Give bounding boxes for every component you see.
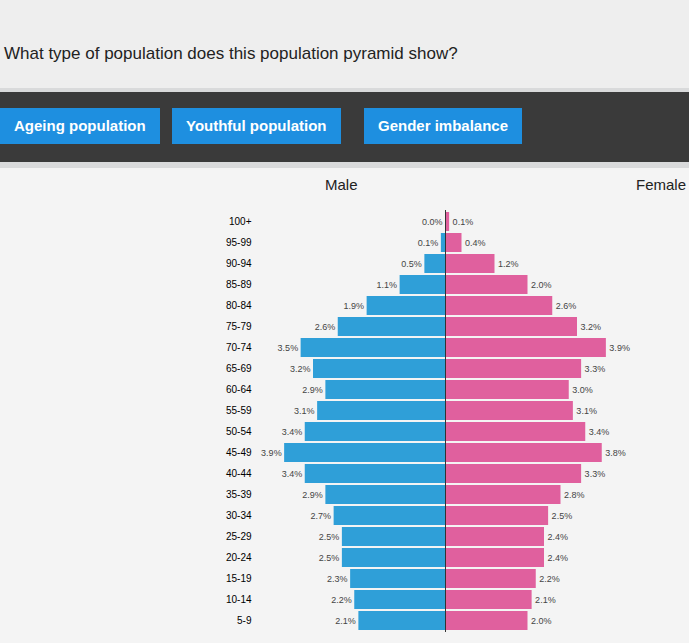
svg-text:3.9%: 3.9% (261, 448, 282, 458)
svg-text:2.2%: 2.2% (539, 574, 560, 584)
svg-text:35-39: 35-39 (226, 489, 252, 500)
svg-text:75-79: 75-79 (226, 321, 252, 332)
svg-text:0.1%: 0.1% (418, 238, 439, 248)
html-text:Male: Male (325, 176, 358, 193)
svg-text:30-34: 30-34 (226, 510, 252, 521)
svg-text:3.1%: 3.1% (576, 406, 597, 416)
svg-text:1.2%: 1.2% (498, 259, 519, 269)
svg-text:3.2%: 3.2% (290, 364, 311, 374)
svg-text:0.1%: 0.1% (453, 217, 474, 227)
svg-text:3.5%: 3.5% (278, 343, 299, 353)
svg-text:50-54: 50-54 (226, 426, 252, 437)
svg-text:3.0%: 3.0% (572, 385, 593, 395)
svg-text:3.4%: 3.4% (282, 469, 303, 479)
html-text:Female: Female (636, 176, 686, 193)
svg-text:2.3%: 2.3% (327, 574, 348, 584)
svg-text:85-89: 85-89 (226, 279, 252, 290)
svg-text:3.4%: 3.4% (589, 427, 610, 437)
svg-text:2.5%: 2.5% (319, 553, 340, 563)
svg-text:3.9%: 3.9% (609, 343, 630, 353)
svg-text:2.6%: 2.6% (315, 322, 336, 332)
svg-text:25-29: 25-29 (226, 531, 252, 542)
html-text:Gender imbalance: Gender imbalance (378, 117, 509, 134)
svg-text:2.7%: 2.7% (311, 511, 332, 521)
svg-text:10-14: 10-14 (226, 594, 252, 605)
svg-text:3.4%: 3.4% (282, 427, 303, 437)
svg-text:2.9%: 2.9% (302, 385, 323, 395)
svg-text:60-64: 60-64 (226, 384, 252, 395)
svg-text:0.0%: 0.0% (422, 217, 443, 227)
html-text:What type of population does t: What type of population does this popula… (4, 44, 458, 63)
svg-text:2.4%: 2.4% (547, 553, 568, 563)
svg-text:55-59: 55-59 (226, 405, 252, 416)
svg-text:0.4%: 0.4% (465, 238, 486, 248)
svg-text:20-24: 20-24 (226, 552, 252, 563)
svg-text:2.0%: 2.0% (531, 280, 552, 290)
svg-text:2.5%: 2.5% (319, 532, 340, 542)
svg-text:65-69: 65-69 (226, 363, 252, 374)
svg-text:40-44: 40-44 (226, 468, 252, 479)
html-text:Ageing population: Ageing population (14, 117, 146, 134)
svg-text:3.2%: 3.2% (580, 322, 601, 332)
svg-text:95-99: 95-99 (226, 237, 252, 248)
svg-text:2.9%: 2.9% (302, 490, 323, 500)
svg-text:70-74: 70-74 (226, 342, 252, 353)
svg-text:45-49: 45-49 (226, 447, 252, 458)
svg-text:0.5%: 0.5% (401, 259, 422, 269)
svg-text:3.1%: 3.1% (294, 406, 315, 416)
svg-text:2.6%: 2.6% (556, 301, 577, 311)
svg-text:1.9%: 1.9% (344, 301, 365, 311)
svg-text:3.8%: 3.8% (605, 448, 626, 458)
svg-text:2.4%: 2.4% (547, 532, 568, 542)
svg-text:2.8%: 2.8% (564, 490, 585, 500)
svg-text:15-19: 15-19 (226, 573, 252, 584)
svg-text:100+: 100+ (229, 216, 252, 227)
svg-text:80-84: 80-84 (226, 300, 252, 311)
svg-text:2.0%: 2.0% (531, 616, 552, 626)
svg-text:2.1%: 2.1% (535, 595, 556, 605)
svg-text:3.3%: 3.3% (585, 469, 606, 479)
html-text:Youthful population: Youthful population (186, 117, 327, 134)
svg-text:3.3%: 3.3% (585, 364, 606, 374)
svg-text:2.5%: 2.5% (552, 511, 573, 521)
svg-text:1.1%: 1.1% (377, 280, 398, 290)
svg-text:2.1%: 2.1% (335, 616, 356, 626)
svg-text:5-9: 5-9 (237, 615, 252, 626)
svg-text:90-94: 90-94 (226, 258, 252, 269)
svg-text:2.2%: 2.2% (331, 595, 352, 605)
